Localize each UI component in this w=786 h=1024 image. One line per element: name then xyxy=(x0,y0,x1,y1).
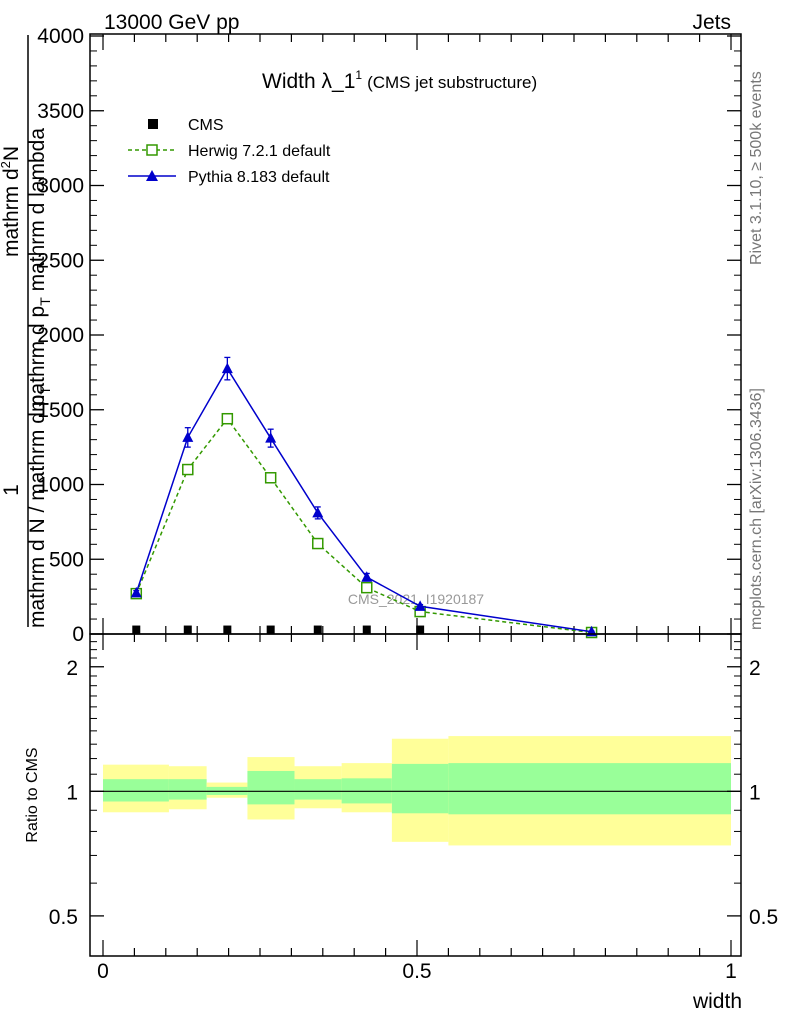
plot-title: Width λ_11 (CMS jet substructure) xyxy=(262,68,537,93)
header-right: Jets xyxy=(692,11,731,34)
ratio-y-tick-label-right: 0.5 xyxy=(749,906,778,929)
ratio-ticks xyxy=(90,634,741,956)
legend-herwig-marker xyxy=(146,144,158,156)
ratio-band-inner xyxy=(294,779,342,800)
main-y-tick-label: 1500 xyxy=(37,399,84,422)
main-y-tick-label: 4000 xyxy=(37,25,84,48)
svg-text:mathrm d2N: mathrm d2N xyxy=(0,146,23,257)
svg-text:1: 1 xyxy=(0,484,23,496)
ratio-band-inner xyxy=(448,763,731,815)
svg-text:mathrm d N / mathrm d pT: mathrm d N / mathrm d pT xyxy=(26,386,53,628)
legend-pythia-marker xyxy=(146,170,158,181)
series-pythia xyxy=(130,356,598,637)
x-tick-label: 0 xyxy=(97,960,109,983)
x-tick-labels: 0 0.5 1 xyxy=(97,960,737,983)
main-y-tick-label: 3000 xyxy=(37,175,84,198)
ratio-y-tick-label-right: 2 xyxy=(749,657,761,680)
ratio-y-tick-label: 1 xyxy=(66,781,78,804)
data-point xyxy=(182,431,194,442)
data-point xyxy=(182,463,194,476)
series-cms xyxy=(132,625,425,634)
data-point xyxy=(313,625,322,634)
main-y-tick-label: 2500 xyxy=(37,249,84,272)
data-point xyxy=(361,581,373,594)
ratio-band-inner xyxy=(391,763,449,814)
data-point xyxy=(362,625,371,634)
data-point xyxy=(221,412,234,425)
main-y-tick-label: 0 xyxy=(72,623,84,646)
ratio-y-axis-label: Ratio to CMS xyxy=(24,747,41,842)
main-y-tick-label: 1000 xyxy=(37,474,84,497)
ratio-y-tick-label-right: 1 xyxy=(749,781,761,804)
data-point xyxy=(223,625,232,634)
data-point xyxy=(312,506,324,518)
ratio-y-tick-label: 0.5 xyxy=(49,906,78,929)
series-line xyxy=(135,367,592,633)
ratio-band-inner xyxy=(247,770,295,805)
mcplots-label: mcplots.cern.ch [arXiv:1306.3436] xyxy=(748,388,765,630)
x-tick-label: 1 xyxy=(725,960,737,983)
data-point xyxy=(414,600,426,611)
data-point xyxy=(266,625,275,634)
header-left: 13000 GeV pp xyxy=(104,11,239,34)
legend-herwig: Herwig 7.2.1 default xyxy=(188,143,331,160)
legend-cms-marker xyxy=(148,119,158,129)
data-point xyxy=(221,362,233,374)
rivet-label: Rivet 3.1.10, ≥ 500k events xyxy=(748,71,765,265)
data-point xyxy=(416,625,425,634)
data-point xyxy=(312,537,324,550)
data-point xyxy=(183,625,192,634)
main-y-tick-label: 500 xyxy=(49,548,84,571)
legend-pythia: Pythia 8.183 default xyxy=(188,169,330,186)
x-tick-label: 0.5 xyxy=(402,960,431,983)
main-y-tick-label: 3500 xyxy=(37,100,84,123)
data-point xyxy=(361,571,373,582)
svg-text:mathrm d pT mathrm d lambda: mathrm d pT mathrm d lambda xyxy=(26,128,53,412)
x-axis-label: width xyxy=(692,990,742,1013)
ratio-band-inner xyxy=(103,779,169,802)
series-layer xyxy=(130,356,598,639)
data-point xyxy=(265,432,277,443)
ratio-y-tick-labels: 0.5 0.5 1 1 2 2 xyxy=(49,657,778,929)
data-point xyxy=(132,625,141,634)
main-y-tick-labels: 0 500 1000 1500 2000 2500 3000 3500 4000 xyxy=(37,25,84,646)
data-point xyxy=(264,472,277,484)
main-y-tick-label: 2000 xyxy=(37,324,84,347)
main-y-axis-label: mathrm d2N mathrm d pT mathrm d lambda 1… xyxy=(0,35,53,628)
ratio-band-inner xyxy=(168,779,207,800)
data-point xyxy=(130,586,142,598)
ratio-y-tick-label: 2 xyxy=(66,657,78,680)
ratio-frame xyxy=(89,633,742,957)
legend-cms: CMS xyxy=(188,117,224,134)
legend: CMS Herwig 7.2.1 default Pythia 8.183 de… xyxy=(128,117,331,186)
